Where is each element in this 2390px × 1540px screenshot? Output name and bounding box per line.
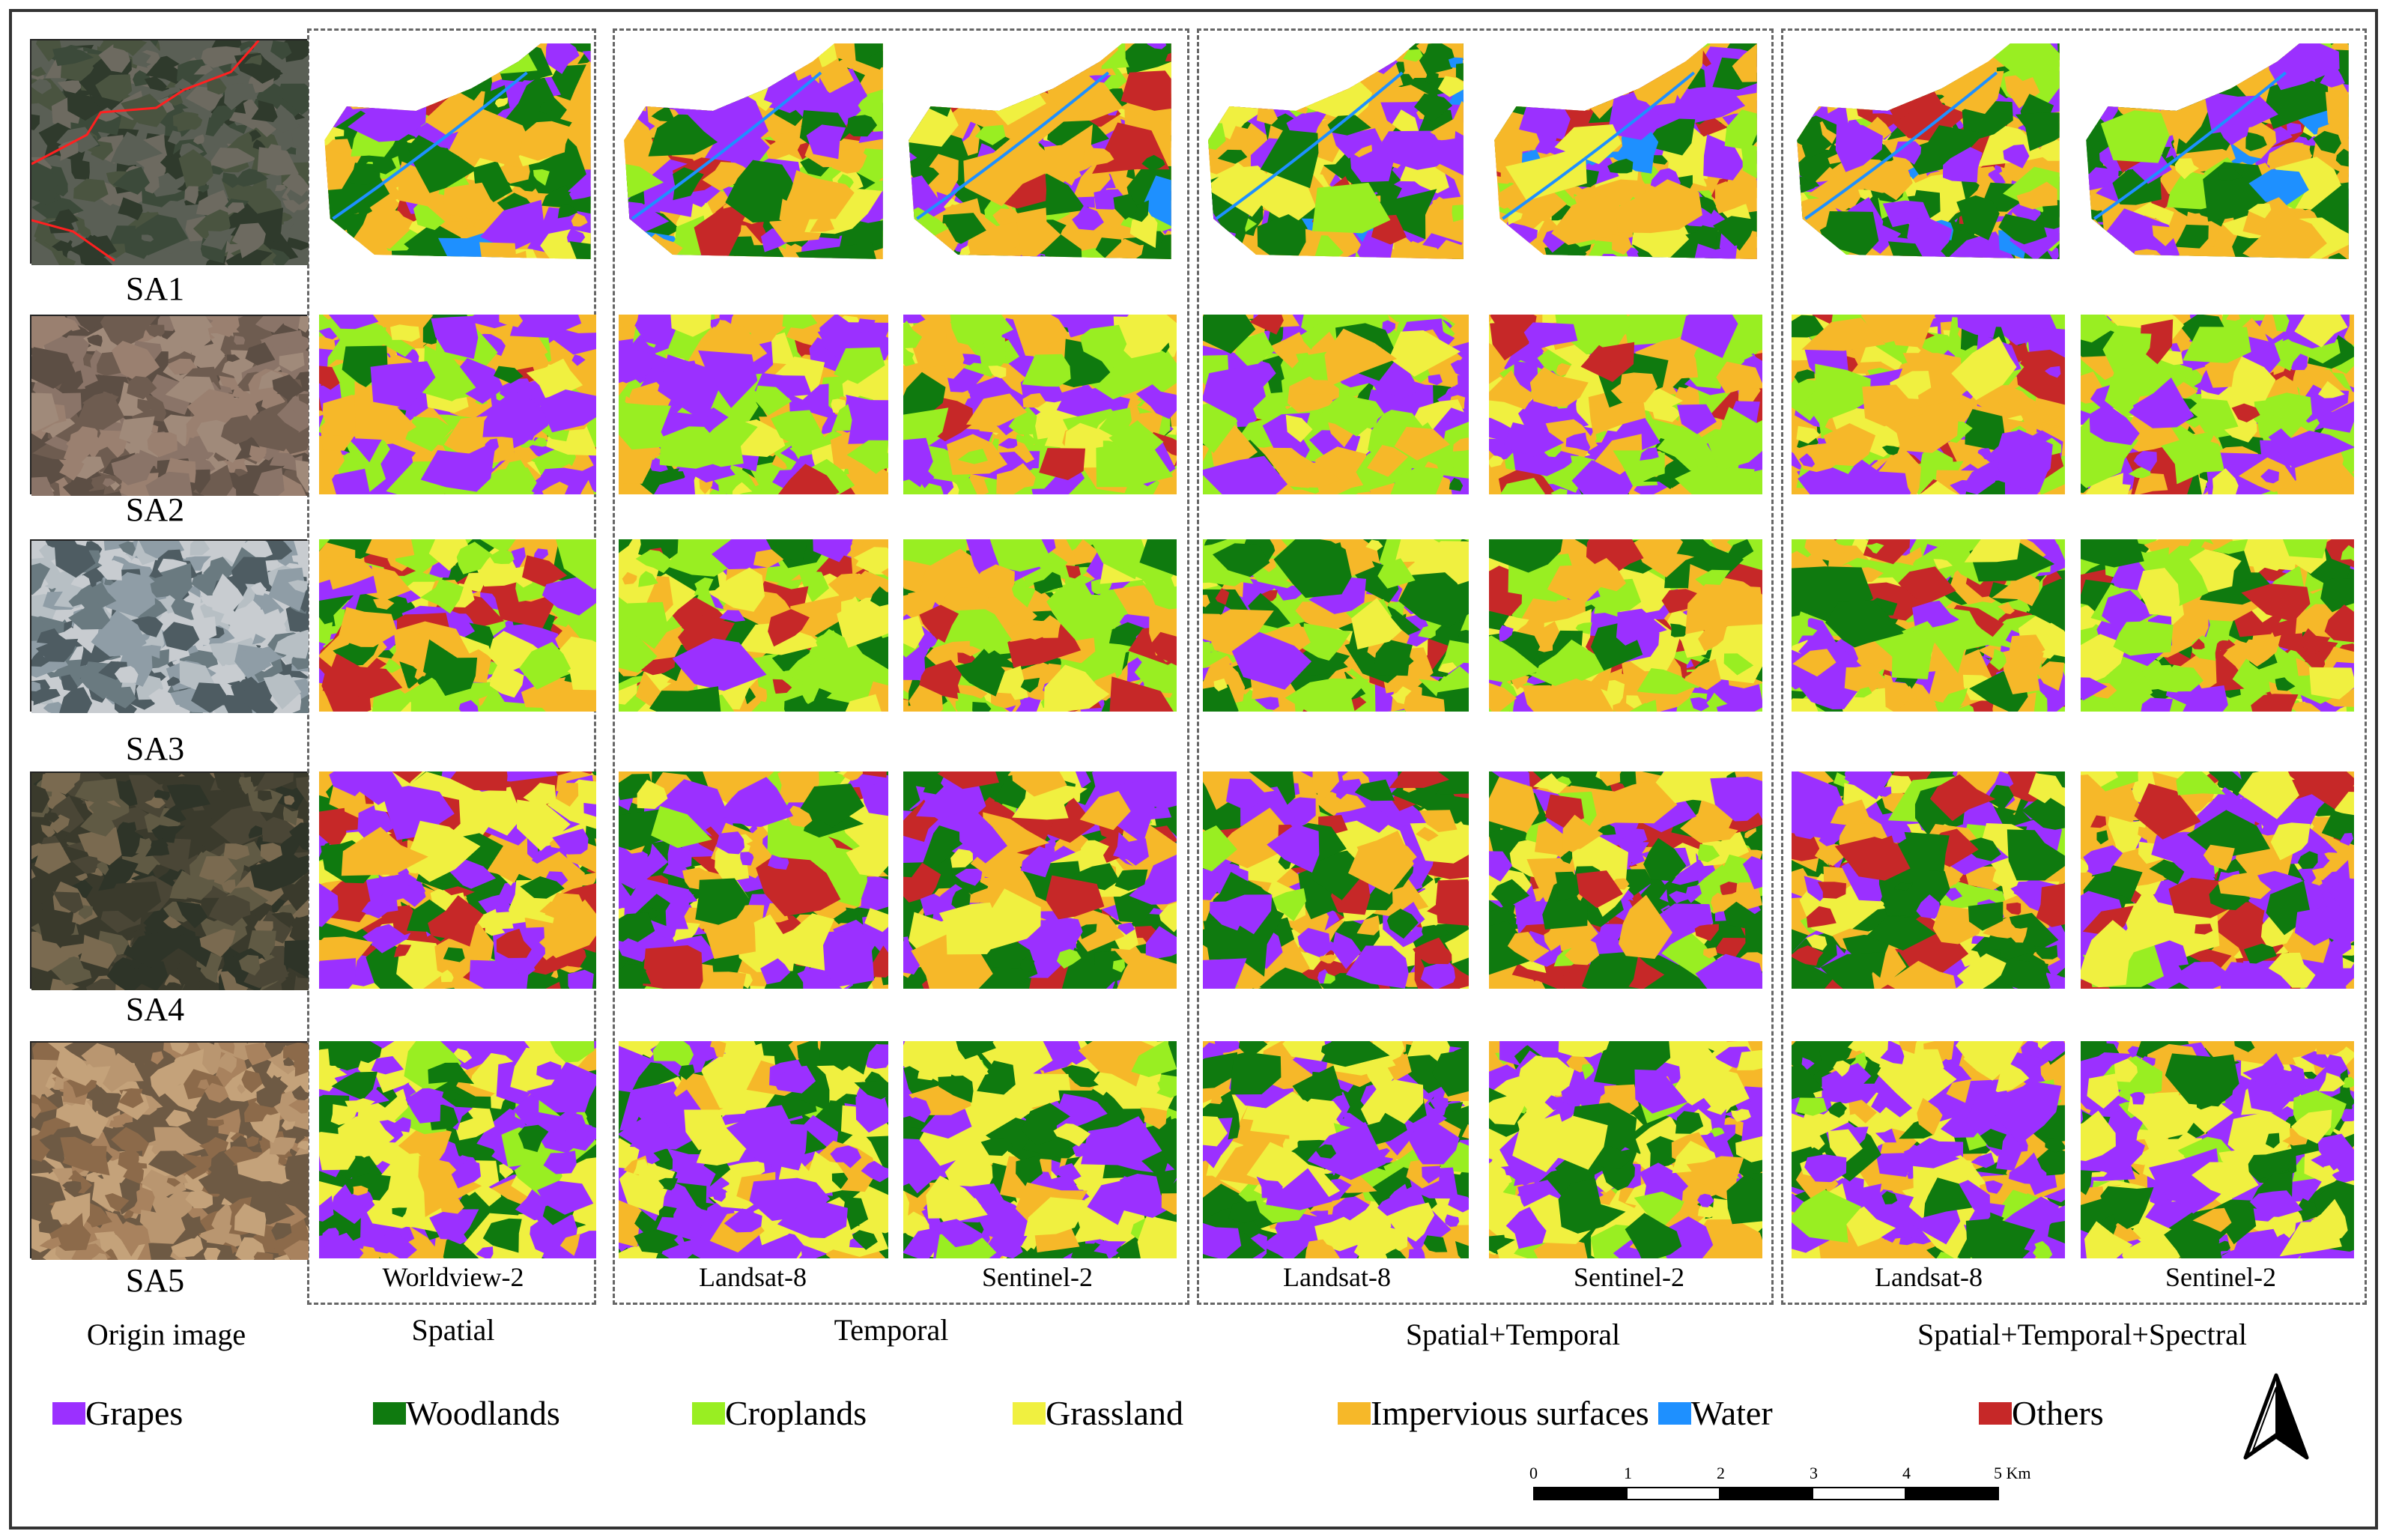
legend-label-woodlands: Woodlands	[406, 1394, 560, 1432]
classification-map-sa5-col1	[319, 1041, 596, 1258]
figure-frame	[9, 9, 2378, 1530]
column-label-spatial-temporal-spectral: Spatial+Temporal+Spectral	[1917, 1318, 2247, 1351]
scale-bar-graphic	[1533, 1487, 1999, 1500]
column-label-spatial-temporal: Spatial+Temporal	[1405, 1318, 1621, 1351]
legend-label-croplands: Croplands	[725, 1394, 867, 1432]
scale-tick-4: 4	[1902, 1464, 1911, 1482]
scale-tick-2: 2	[1717, 1464, 1725, 1482]
sensor-label-landsat-temporal: Landsat-8	[699, 1262, 807, 1292]
classification-map-sa5-col7	[2081, 1041, 2354, 1258]
classification-map-sa2-col1	[319, 315, 596, 494]
scale-bar: 0 1 2 3 4 5 Km	[1528, 1461, 2031, 1506]
legend-label-grassland: Grassland	[1046, 1394, 1183, 1432]
classification-map-sa1-col4	[1203, 39, 1469, 264]
row-label-sa4: SA4	[125, 991, 185, 1028]
legend-swatch-grassland	[1013, 1402, 1046, 1425]
classification-map-sa5-col6	[1792, 1041, 2065, 1258]
column-label-temporal: Temporal	[834, 1313, 949, 1347]
classification-map-sa1-col5	[1489, 39, 1762, 264]
sensor-label-sentinel-sts: Sentinel-2	[2165, 1262, 2276, 1292]
row-label-sa3: SA3	[125, 730, 185, 767]
classification-map-sa4-col4	[1203, 771, 1469, 989]
origin-image-sa2	[30, 315, 309, 496]
classification-map-sa5-col2	[619, 1041, 888, 1258]
legend-swatch-grapes	[52, 1402, 85, 1425]
scale-tick-0: 0	[1529, 1464, 1538, 1482]
classification-map-sa4-col3	[903, 771, 1177, 989]
legend-label-impervious: Impervious surfaces	[1371, 1394, 1649, 1432]
group-spatial-temporal-spectral	[1781, 28, 2367, 1305]
origin-image-sa3	[30, 539, 309, 713]
classification-map-sa4-col2	[619, 771, 888, 989]
classification-map-sa3-col3	[903, 539, 1177, 712]
classification-map-sa2-col5	[1489, 315, 1762, 494]
row-label-sa5: SA5	[125, 1262, 185, 1299]
classification-map-sa3-col1	[319, 539, 596, 712]
legend-label-water: Water	[1691, 1394, 1773, 1432]
row-label-sa2: SA2	[125, 491, 185, 528]
classification-map-sa3-col6	[1792, 539, 2065, 712]
classification-map-sa5-col4	[1203, 1041, 1469, 1258]
sensor-label-sentinel-st: Sentinel-2	[1574, 1262, 1684, 1292]
column-label-origin: Origin image	[86, 1318, 246, 1351]
classification-map-sa4-col5	[1489, 771, 1762, 989]
row-label-sa1: SA1	[125, 270, 185, 307]
scale-tick-3: 3	[1810, 1464, 1818, 1482]
classification-map-sa1-col7	[2081, 39, 2354, 264]
group-temporal	[613, 28, 1189, 1305]
north-arrow-icon	[2235, 1372, 2317, 1462]
scale-tick-1: 1	[1624, 1464, 1632, 1482]
classification-map-sa2-col7	[2081, 315, 2354, 494]
classification-map-sa2-col6	[1792, 315, 2065, 494]
column-label-spatial: Spatial	[411, 1313, 495, 1347]
legend-swatch-woodlands	[373, 1402, 406, 1425]
origin-image-sa4	[30, 771, 309, 990]
classification-map-sa4-col1	[319, 771, 596, 989]
legend-label-grapes: Grapes	[85, 1394, 184, 1432]
classification-map-sa1-col3	[903, 39, 1177, 264]
legend-swatch-water	[1658, 1402, 1691, 1425]
sensor-label-landsat-st: Landsat-8	[1283, 1262, 1391, 1292]
sensor-label-worldview: Worldview-2	[382, 1262, 524, 1292]
classification-map-sa1-col6	[1792, 39, 2065, 264]
classification-map-sa3-col2	[619, 539, 888, 712]
classification-map-sa3-col5	[1489, 539, 1762, 712]
classification-map-sa2-col2	[619, 315, 888, 494]
legend-swatch-others	[1979, 1402, 2012, 1425]
scale-tick-5: 5 Km	[1994, 1464, 2031, 1482]
classification-map-sa4-col7	[2081, 771, 2354, 989]
sensor-label-landsat-sts: Landsat-8	[1875, 1262, 1983, 1292]
classification-map-sa4-col6	[1792, 771, 2065, 989]
origin-image-sa5	[30, 1041, 309, 1260]
classification-map-sa5-col5	[1489, 1041, 1762, 1258]
classification-map-sa1-col2	[619, 39, 888, 264]
classification-map-sa1-col1	[319, 39, 596, 264]
sensor-label-sentinel-temporal: Sentinel-2	[982, 1262, 1093, 1292]
classification-map-sa5-col3	[903, 1041, 1177, 1258]
legend-label-others: Others	[2012, 1394, 2104, 1432]
classification-map-sa3-col4	[1203, 539, 1469, 712]
legend-swatch-croplands	[692, 1402, 725, 1425]
group-spatial-temporal	[1197, 28, 1774, 1305]
classification-map-sa3-col7	[2081, 539, 2354, 712]
origin-image-sa1	[30, 39, 309, 265]
classification-map-sa2-col4	[1203, 315, 1469, 494]
classification-map-sa2-col3	[903, 315, 1177, 494]
legend-swatch-impervious	[1338, 1402, 1371, 1425]
